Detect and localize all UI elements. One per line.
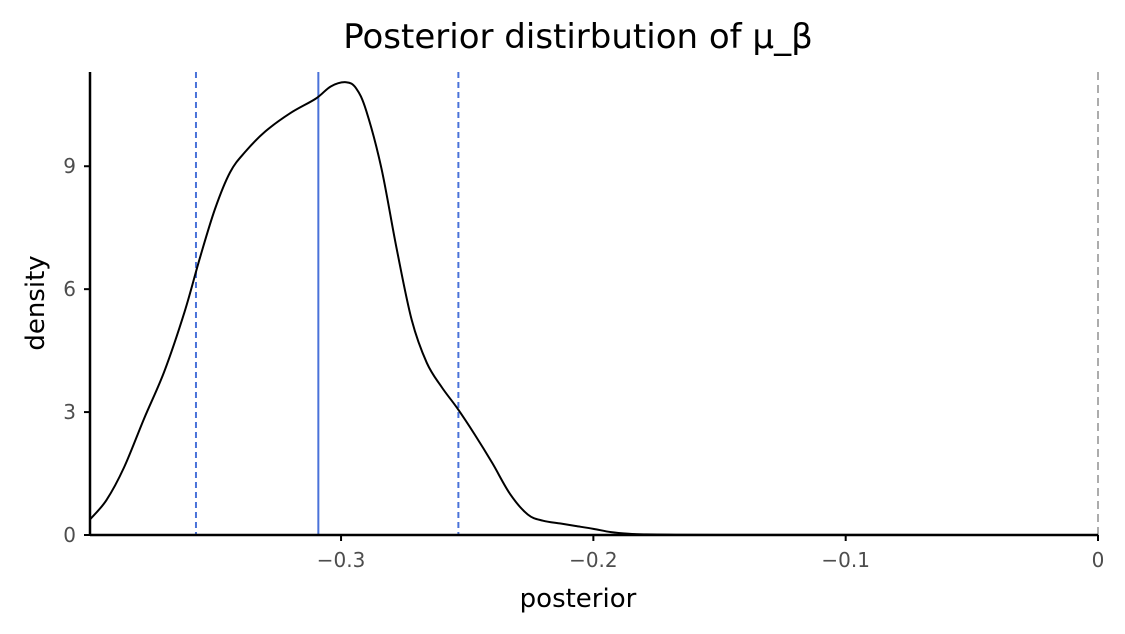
y-axis-title: density [21, 255, 51, 350]
plot-area: 0 3 6 9 −0.3 −0.2 −0.1 0 [63, 72, 1104, 572]
density-curve-0 [89, 81, 1099, 536]
x-axis-title: posterior [520, 584, 637, 614]
x-tick-label: −0.2 [569, 548, 618, 572]
y-tick-label: 6 [63, 277, 76, 301]
x-tick-label: 0 [1092, 548, 1105, 572]
chart-title: Posterior distirbution of μ_β [343, 17, 813, 57]
y-tick-label: 9 [63, 154, 76, 178]
x-tick-label: −0.1 [821, 548, 870, 572]
x-tick-label: −0.3 [317, 548, 366, 572]
y-tick-label: 3 [63, 400, 76, 424]
y-tick-label: 0 [63, 523, 76, 547]
